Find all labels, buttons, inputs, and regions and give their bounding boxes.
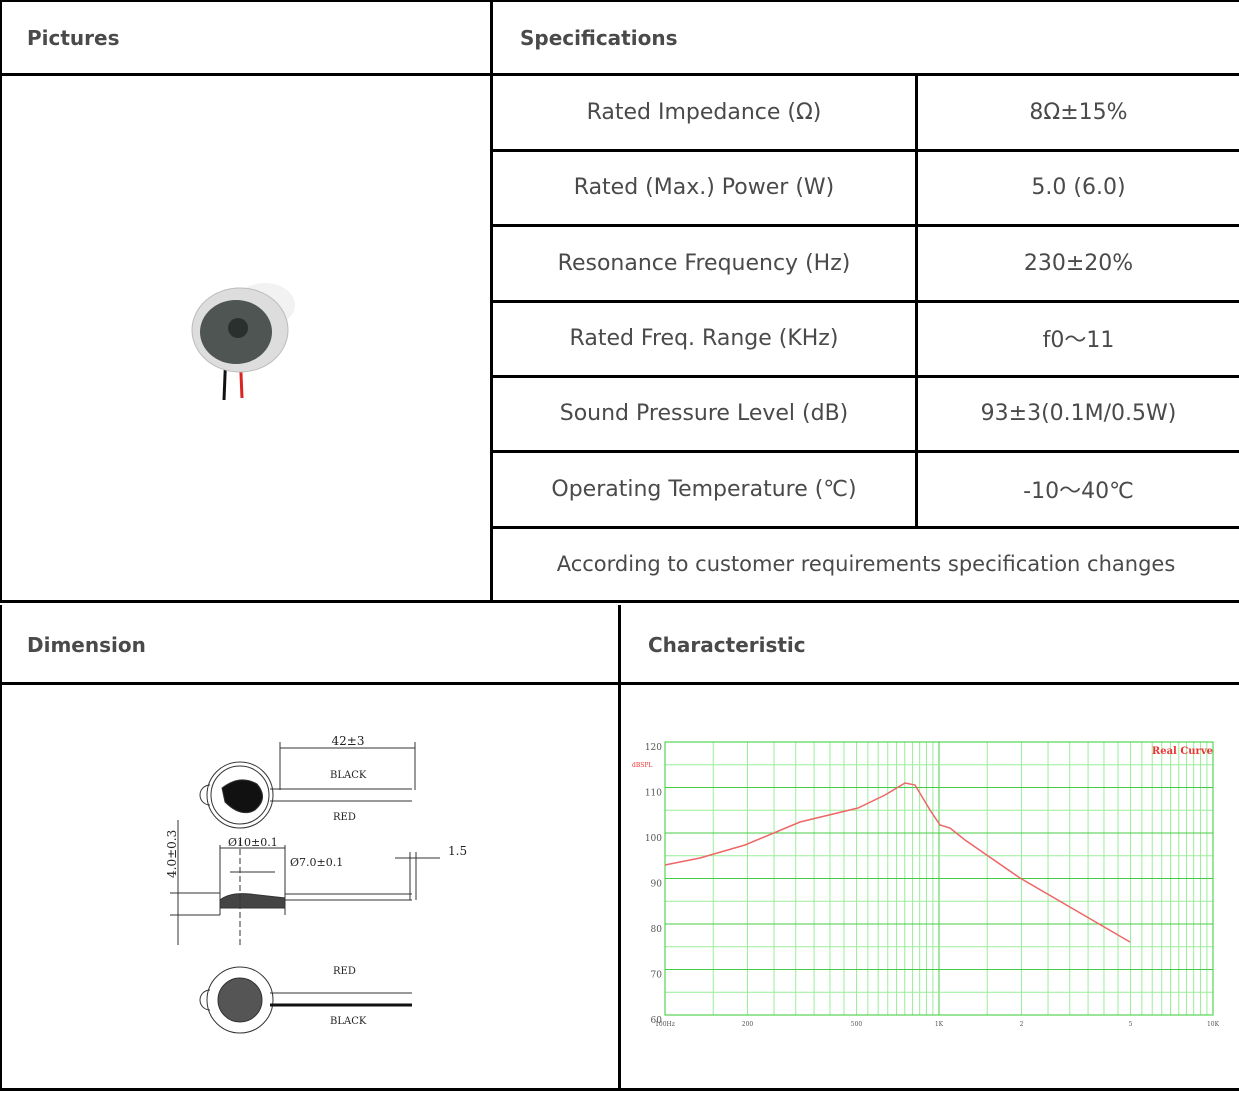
x-label: 1K	[935, 1021, 944, 1028]
dim-label: RED	[333, 812, 356, 823]
spec-label: Rated (Max.) Power (W)	[573, 175, 835, 201]
dim-label: Ø7.0±0.1	[290, 856, 343, 869]
border	[618, 605, 621, 1091]
y-label: 120	[645, 743, 662, 753]
header: Pictures	[27, 25, 120, 50]
spec-value: -10～40℃	[1023, 479, 1134, 504]
border	[0, 0, 2, 603]
y-label: 110	[645, 789, 662, 799]
plot-frame	[664, 741, 1214, 1016]
y-label: 80	[651, 925, 663, 935]
y-label: 70	[651, 971, 663, 981]
spec-value: 5.0 (6.0)	[1031, 175, 1126, 201]
dim-label: Ø10±0.1	[228, 836, 278, 849]
spec-value: f0～11	[1042, 328, 1115, 354]
dimension-labels: 42±3 BLACK RED Ø10±0.1 Ø7.0±0.1 1.5 4.0±…	[165, 734, 467, 1027]
plot-legend: Real Curve	[1152, 746, 1213, 757]
dim-label: BLACK	[330, 1016, 367, 1027]
spec-label: Rated Freq. Range (KHz)	[569, 325, 839, 351]
x-label: 100Hz	[655, 1021, 675, 1028]
plot-unit: dBSPL	[632, 762, 652, 769]
header: Characteristic	[648, 633, 806, 657]
border	[490, 374, 1239, 378]
response-curve	[664, 782, 1131, 943]
border	[0, 600, 1239, 603]
border	[0, 605, 2, 1091]
note: According to customer requirements speci…	[556, 552, 1176, 576]
spec-label: Operating Temperature (℃)	[551, 476, 857, 502]
border	[0, 73, 1239, 76]
spec-label: Sound Pressure Level (dB)	[559, 401, 849, 427]
x-label: 200	[742, 1021, 754, 1028]
dim-label: 42±3	[332, 734, 365, 748]
dim-label: 4.0±0.3	[165, 830, 179, 878]
speaker-photo	[191, 283, 295, 401]
dim-label: RED	[333, 966, 356, 977]
x-label: 10K	[1207, 1021, 1220, 1028]
plot-grid	[664, 741, 1213, 1016]
x-label: 2	[1020, 1021, 1024, 1028]
dim-label: BLACK	[330, 770, 367, 781]
header: Dimension	[27, 633, 146, 657]
border	[490, 299, 1239, 303]
x-label: 500	[851, 1021, 863, 1028]
x-label: 5	[1129, 1021, 1133, 1028]
border	[490, 450, 1239, 454]
border	[490, 525, 1239, 529]
spec-value: 8Ω±15%	[1029, 100, 1128, 125]
y-label: 100	[645, 834, 662, 844]
y-label: 90	[651, 880, 663, 890]
spec-label: Resonance Frequency (Hz)	[557, 250, 851, 276]
dimension-drawing	[170, 742, 440, 1034]
border	[490, 149, 1239, 152]
border	[0, 0, 1239, 2]
border	[0, 1088, 1239, 1091]
spec-value: 230±20%	[1023, 250, 1134, 276]
spec-label: Rated Impedance (Ω)	[586, 100, 822, 125]
dim-label: 1.5	[448, 844, 467, 858]
header: Specifications	[520, 25, 678, 50]
border	[490, 224, 1239, 228]
spec-value: 93±3(0.1M/0.5W)	[980, 401, 1177, 427]
y-label: 60	[651, 1016, 663, 1026]
